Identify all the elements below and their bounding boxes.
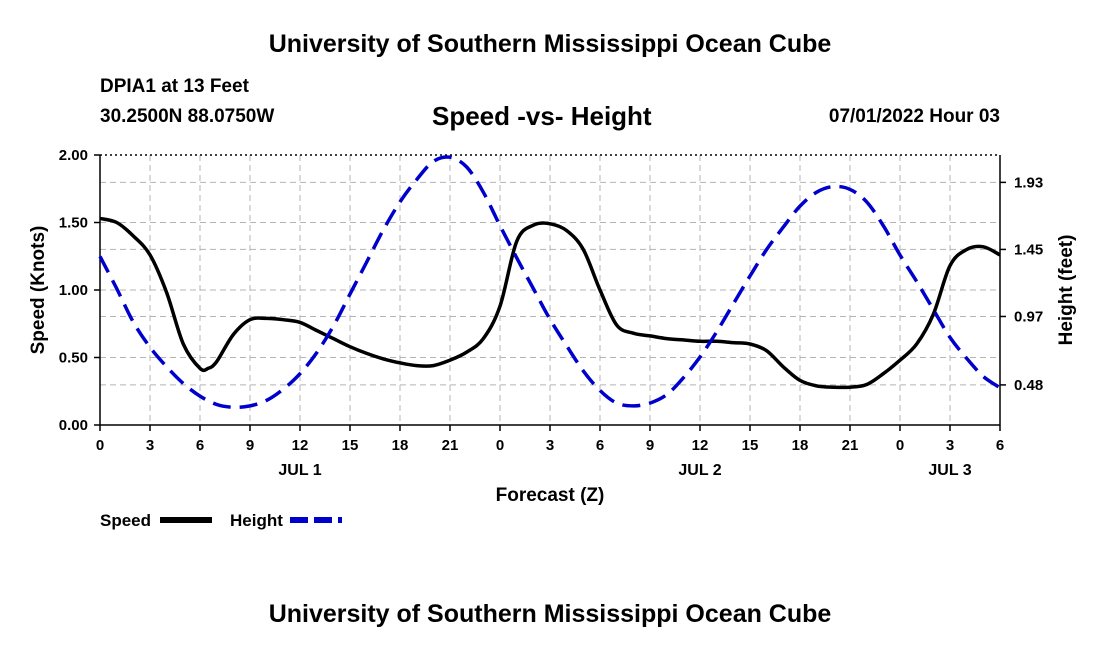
x-tick-label: 15: [742, 437, 759, 454]
x-tick-label: 3: [946, 437, 954, 454]
y2-axis-title: Height (feet): [1056, 235, 1077, 346]
x-tick-label: 15: [342, 437, 359, 454]
y-tick-label: 2.00: [59, 147, 88, 164]
series-line-speed: [99, 216, 1001, 390]
y-axis-title: Speed (Knots): [28, 226, 49, 355]
day-label: JUL 1: [278, 462, 321, 479]
x-tick-label: 0: [896, 437, 904, 454]
legend-label: Speed: [100, 511, 151, 530]
y2-tick-label: 0.97: [1014, 308, 1043, 325]
x-tick-label: 12: [692, 437, 709, 454]
forecast-datetime: 07/01/2022 Hour 03: [828, 106, 1000, 127]
chart-subtitle: Speed -vs- Height: [432, 101, 652, 131]
y2-tick-label: 1.45: [1014, 241, 1043, 258]
day-label: JUL 2: [678, 462, 721, 479]
y-tick-label: 0.50: [59, 350, 88, 367]
y-tick-label: 1.00: [59, 282, 88, 299]
x-axis-title: Forecast (Z): [496, 485, 605, 506]
x-tick-label: 6: [596, 437, 604, 454]
x-tick-label: 0: [96, 437, 104, 454]
x-tick-label: 18: [392, 437, 409, 454]
station-coordinates: 30.2500N 88.0750W: [100, 106, 275, 127]
y2-tick-label: 1.93: [1014, 174, 1043, 191]
series-line-height: [98, 155, 1001, 410]
x-tick-label: 6: [996, 437, 1004, 454]
x-tick-label: 18: [792, 437, 809, 454]
x-tick-label: 6: [196, 437, 204, 454]
x-tick-label: 3: [546, 437, 554, 454]
x-tick-label: 21: [442, 437, 459, 454]
station-name: DPIA1 at 13 Feet: [100, 76, 249, 97]
x-tick-label: 21: [842, 437, 859, 454]
y-tick-label: 0.00: [59, 417, 88, 434]
x-tick-label: 9: [646, 437, 654, 454]
y2-tick-label: 0.48: [1014, 377, 1043, 394]
x-tick-label: 12: [292, 437, 309, 454]
footer-title: University of Southern Mississippi Ocean…: [268, 600, 832, 628]
day-label: JUL 3: [928, 462, 971, 479]
x-tick-label: 9: [246, 437, 254, 454]
x-tick-label: 3: [146, 437, 154, 454]
legend-label: Height: [230, 511, 283, 530]
chart-title: University of Southern Mississippi Ocean…: [268, 30, 832, 58]
y-tick-label: 1.50: [59, 215, 88, 232]
x-tick-label: 0: [496, 437, 504, 454]
